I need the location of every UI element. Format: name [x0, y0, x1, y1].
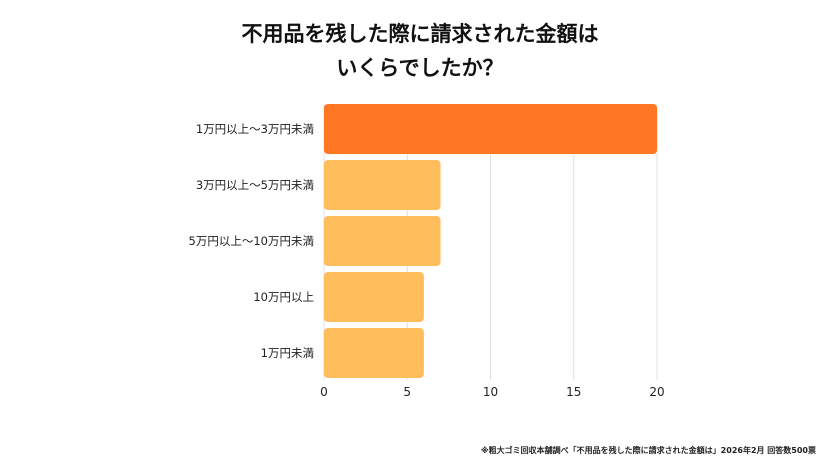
- category-label: 10万円以上: [253, 290, 314, 304]
- x-tick-label: 10: [483, 385, 498, 399]
- category-label: 1万円以上〜3万円未満: [196, 122, 314, 136]
- bar: [324, 272, 424, 322]
- bar: [324, 160, 441, 210]
- bar: [324, 328, 424, 378]
- bar: [324, 104, 657, 154]
- x-tick-label: 20: [649, 385, 664, 399]
- x-tick-label: 15: [566, 385, 581, 399]
- bar: [324, 216, 441, 266]
- chart-title-line-1: 不用品を残した際に請求された金額は: [241, 22, 599, 46]
- source-note: ※粗大ゴミ回収本舗調べ「不用品を残した際に請求された金額は」2026年2月 回答…: [480, 446, 816, 455]
- x-tick-label: 5: [403, 385, 411, 399]
- chart-title-line-2: いくらでしたか？: [336, 56, 504, 80]
- category-label: 3万円以上〜5万円未満: [196, 178, 314, 192]
- category-label: 5万円以上〜10万円未満: [189, 234, 314, 248]
- category-label: 1万円未満: [261, 346, 314, 360]
- x-tick-label: 0: [320, 385, 328, 399]
